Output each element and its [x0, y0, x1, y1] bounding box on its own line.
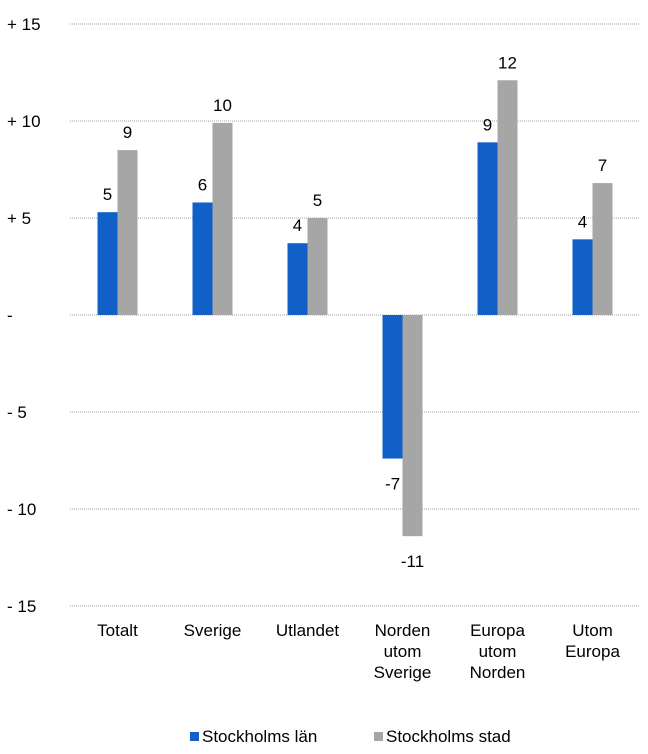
bar-stockholms-l-n-5: [572, 239, 593, 315]
category-label: Utom Europa: [565, 621, 620, 661]
category-label: Sverige: [184, 621, 242, 640]
category-label: Utlandet: [276, 621, 340, 640]
bar-stockholms-l-n-1: [192, 202, 213, 315]
category-label: Norden utom Sverige: [374, 621, 432, 682]
data-label: -11: [401, 552, 424, 571]
data-label: 5: [103, 185, 112, 204]
bar-stockholms-stad-4: [497, 80, 518, 315]
legend-swatch: [374, 732, 383, 741]
y-tick-label: + 15: [7, 15, 41, 34]
category-label-line: utom: [384, 642, 422, 661]
bar-stockholms-l-n-0: [97, 212, 118, 315]
data-label: 9: [483, 115, 492, 134]
legend-label: Stockholms stad: [386, 727, 511, 746]
data-label: 7: [598, 156, 607, 175]
category-label-line: Europa: [470, 621, 525, 640]
bar-stockholms-stad-0: [117, 150, 138, 315]
y-tick-label: - 15: [7, 597, 36, 616]
data-label: 5: [313, 191, 322, 210]
data-label: 4: [293, 216, 302, 235]
y-tick-label: + 5: [7, 209, 31, 228]
bar-stockholms-stad-5: [592, 183, 613, 315]
legend-label: Stockholms län: [202, 727, 317, 746]
category-label-line: Norden: [470, 663, 526, 682]
y-tick-label: -: [7, 306, 13, 325]
category-label-line: Sverige: [374, 663, 432, 682]
data-label: 4: [578, 212, 587, 231]
y-tick-label: + 10: [7, 112, 41, 131]
bar-stockholms-l-n-2: [287, 243, 308, 315]
bar-stockholms-l-n-3: [382, 315, 403, 459]
data-label: 9: [123, 123, 132, 142]
category-label-line: utom: [479, 642, 517, 661]
y-tick-label: - 10: [7, 500, 36, 519]
data-label: -7: [385, 475, 400, 494]
bar-stockholms-stad-3: [402, 315, 423, 537]
y-tick-label: - 5: [7, 403, 27, 422]
bar-stockholms-stad-1: [212, 122, 233, 315]
category-label-line: Norden: [375, 621, 431, 640]
category-label: Europa utom Norden: [470, 621, 526, 682]
legend-swatch: [190, 732, 199, 741]
bar-stockholms-stad-2: [307, 218, 328, 315]
data-label: 6: [198, 175, 207, 194]
bar-stockholms-l-n-4: [477, 142, 498, 315]
category-label-line: Sverige: [184, 621, 242, 640]
category-label: Totalt: [97, 621, 138, 640]
category-label-line: Totalt: [97, 621, 138, 640]
category-label-line: Europa: [565, 642, 620, 661]
category-label-line: Utlandet: [276, 621, 340, 640]
category-label-line: Utom: [572, 621, 613, 640]
data-label: 12: [498, 53, 517, 72]
data-label: 10: [213, 96, 232, 115]
